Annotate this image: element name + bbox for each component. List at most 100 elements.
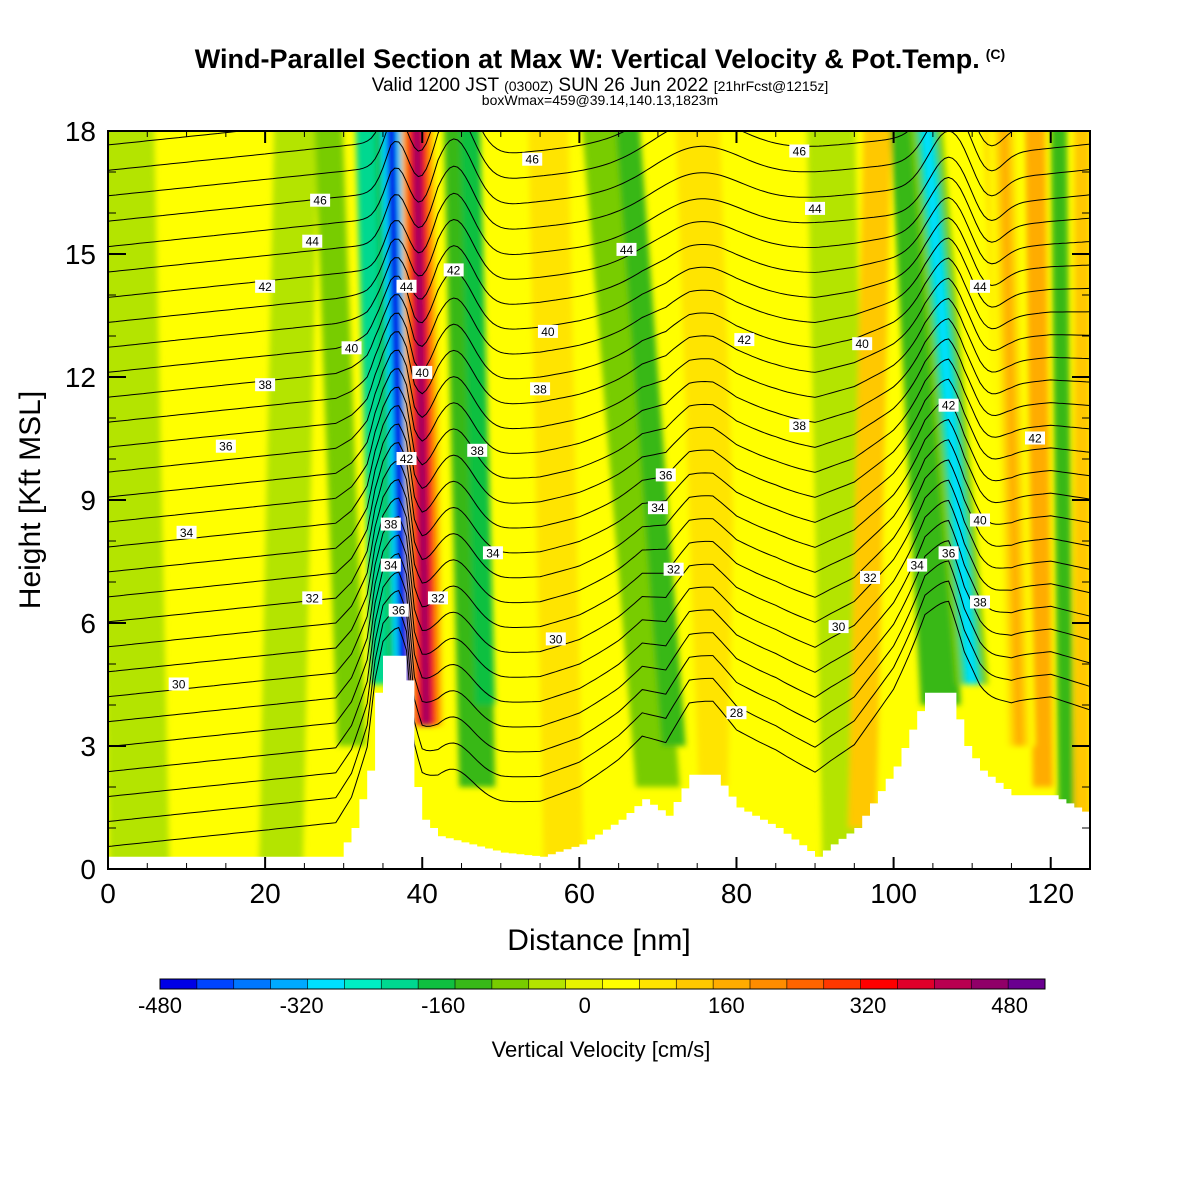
isotherm-line [108,131,627,197]
y-tick-label: 15 [65,239,96,270]
colorbar-swatch [565,979,604,989]
isotherm-label-text: 46 [526,153,540,167]
chart-title-text: Wind-Parallel Section at Max W: Vertical… [194,44,980,74]
isotherm-label-box [1025,431,1046,445]
isotherm-label-box [545,632,566,646]
x-tick-label: 40 [407,878,438,909]
isotherm-label: 46 [522,152,543,167]
colorbar-tick-label: -160 [421,993,465,1018]
isotherm-line [108,378,1090,573]
isotherm-line [108,318,1090,498]
isotherm-line [108,358,1090,548]
isotherm-label: 46 [789,144,810,159]
isotherm-label: 32 [663,562,684,577]
isotherm-label-text: 30 [172,678,186,692]
isotherm-label-text: 44 [306,235,320,249]
isotherm-label-box [482,546,503,560]
isotherm-label-box [789,419,810,433]
isotherm-label-box [380,517,401,531]
isotherm-label-text: 36 [659,468,673,482]
isotherm-line [108,197,1090,348]
isotherm-line [108,459,1090,673]
isotherm-label: 34 [907,558,928,573]
isotherm-label: 38 [467,443,488,458]
isotherm-label: 42 [1025,431,1046,446]
isotherm-label: 36 [388,603,409,618]
isotherm-line [108,419,1090,623]
isotherm-label-box [302,591,323,605]
isotherm-label-text: 40 [345,341,359,355]
isotherm-label: 44 [396,279,417,294]
y-tick-label: 6 [80,608,96,639]
valid-time-line: Valid 1200 JST (0300Z) SUN 26 Jun 2022 [… [0,75,1200,97]
colorbar-swatch [455,979,493,989]
isotherm-label: 34 [647,501,668,515]
colorbar-swatch [823,979,862,989]
isotherm-label-text: 42 [1028,432,1042,446]
isotherm-label-box [215,439,236,453]
isotherm-line [108,600,1090,847]
isotherm-label-box [726,706,747,720]
colorbar-swatch [233,979,272,989]
isotherm-label: 34 [482,546,503,560]
colorbar-swatch [750,979,788,989]
valid-prefix: Valid 1200 JST [371,75,499,96]
isotherm-label-box [412,365,433,379]
weak-band-14 [890,131,961,705]
isotherm-label-box [852,337,873,351]
isotherm-line [108,131,1014,222]
isotherm-label-text: 38 [793,419,807,433]
isotherm-label-text: 40 [541,325,555,339]
updraft-band-3-core [1001,131,1023,746]
isotherm-label: 42 [255,279,276,294]
isotherm-label-box [396,279,417,293]
isotherm-label: 30 [545,632,566,646]
isotherm-label: 40 [852,337,873,351]
valid-utc: (0300Z) [504,78,554,94]
isotherm-label: 42 [734,333,755,347]
isotherm-label-box [828,620,849,634]
colorbar-title: Vertical Velocity [cm/s] [492,1037,711,1062]
isotherm-line [108,560,1090,798]
isotherm-line [108,439,1090,648]
isotherm-label-text: 34 [180,526,194,540]
isotherm-label-box [388,603,409,617]
isotherm-label-text: 42 [400,452,414,466]
terrain-profile [108,655,1090,869]
isotherm-label-text: 34 [910,559,924,573]
isotherm-label-box [970,595,991,609]
isotherm-line [108,499,1090,723]
isotherm-label-box [938,546,959,560]
isotherm-label-box [302,234,323,248]
isotherm-label-text: 36 [392,604,406,618]
colorbar-tick-label: -320 [280,993,324,1018]
isotherm-label-text: 44 [808,202,822,216]
isotherm-label-text: 42 [942,399,956,413]
isotherm-label: 38 [255,378,276,392]
colorbar-swatch [786,979,825,989]
isotherm-line [108,257,1090,423]
forecast-info: [21hrFcst@1215z] [713,78,829,94]
isotherm-line [108,131,377,171]
isotherm-label-text: 44 [620,243,634,257]
isotherm-label-text: 42 [738,333,752,347]
isotherm-label: 32 [860,570,881,585]
isotherm-line [108,0,1090,120]
isotherm-label: 38 [530,382,551,396]
isotherm-label-text: 38 [533,382,547,396]
isotherm-label: 30 [828,620,849,634]
chart-title: Wind-Parallel Section at Max W: Vertical… [0,44,1200,75]
colorbar: -480 -320 -160 0 160 320 480 [138,978,1046,1018]
isotherm-line [108,277,1090,448]
isotherm-label-box [734,333,755,347]
isotherm-label-text: 44 [400,280,414,294]
colorbar-swatch [676,979,714,989]
isotherm-label-text: 32 [667,563,681,577]
isotherm-label: 40 [412,365,433,380]
isotherm-label: 40 [537,324,558,339]
terrain [108,655,1090,869]
isotherm-label: 44 [805,201,826,216]
isotherm-label: 36 [655,468,676,482]
isotherm-lines [108,0,1090,847]
